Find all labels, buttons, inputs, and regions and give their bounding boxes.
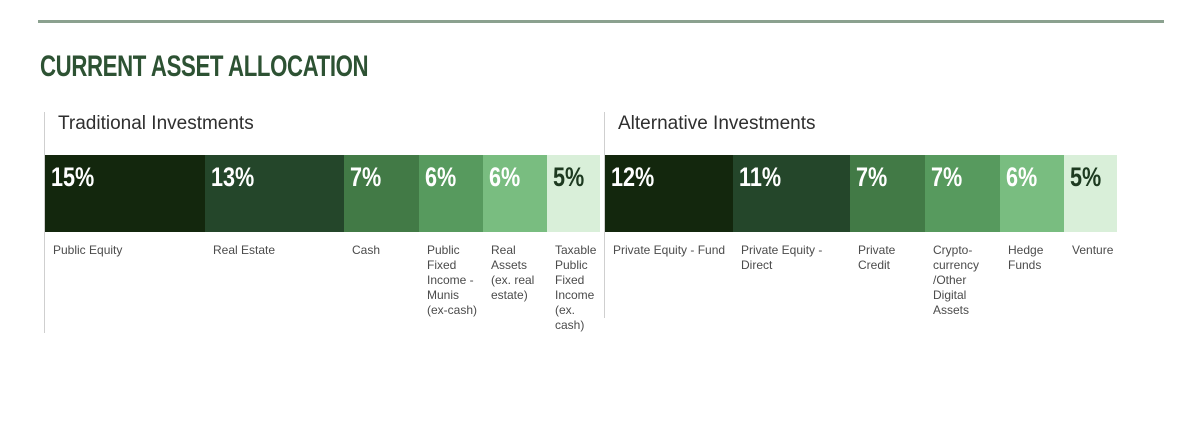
chart-section-alternative: Alternative Investments 12% 11% 7% 7% 6% 5% P…: [604, 112, 1117, 318]
bar-row-traditional: 15% 13% 7% 6% 6% 5%: [45, 155, 600, 232]
segment-label: Cash: [352, 243, 381, 257]
labels-row-alternative: Private Equity - Fund Private Equity - Di…: [605, 243, 1117, 318]
segment-value: 12%: [611, 162, 655, 192]
bar-segment: 6%: [1000, 155, 1064, 232]
segment-value: 7%: [931, 162, 963, 192]
segment-value: 6%: [425, 162, 457, 192]
bar-segment: 13%: [205, 155, 344, 232]
segment-label: Crypto-currency /Other Digital Assets: [933, 243, 980, 317]
segment-label: Venture: [1072, 243, 1114, 257]
section-title-alternative: Alternative Investments: [618, 113, 816, 134]
segment-value: 11%: [739, 162, 782, 192]
section-title-traditional: Traditional Investments: [58, 113, 254, 134]
bar-segment: 5%: [1064, 155, 1117, 232]
segment-value: 15%: [51, 162, 95, 192]
bar-row-alternative: 12% 11% 7% 7% 6% 5%: [605, 155, 1117, 232]
segment-label: Real Estate: [213, 243, 276, 257]
page-title: CURRENT ASSET ALLOCATION: [40, 50, 369, 83]
segment-label: Taxable Public Fixed Income (ex. cash): [555, 243, 597, 332]
segment-value: 7%: [856, 162, 888, 192]
segment-value: 6%: [1006, 162, 1038, 192]
segment-value: 5%: [1070, 162, 1102, 192]
segment-label: Public Equity: [53, 243, 123, 257]
segment-label: Private Equity - Direct: [741, 243, 823, 272]
chart-section-traditional: Traditional Investments 15% 13% 7% 6% 6% 5% P…: [44, 112, 600, 333]
segment-value: 7%: [350, 162, 382, 192]
bar-segment: 7%: [344, 155, 419, 232]
segment-value: 6%: [489, 162, 521, 192]
bar-segment: 12%: [605, 155, 733, 232]
bar-segment: 5%: [547, 155, 600, 232]
segment-value: 5%: [553, 162, 585, 192]
segment-label: Private Equity - Fund: [613, 243, 726, 257]
segment-label: Hedge Funds: [1008, 243, 1044, 272]
bar-segment: 15%: [45, 155, 205, 232]
segment-label: Public Fixed Income - Munis (ex-cash): [427, 243, 478, 317]
segment-value: 13%: [211, 162, 255, 192]
bar-segment: 11%: [733, 155, 850, 232]
bar-segment: 6%: [419, 155, 483, 232]
bar-segment: 6%: [483, 155, 547, 232]
labels-row-traditional: Public Equity Real Estate Cash Public Fixed…: [45, 243, 600, 333]
top-divider: [38, 20, 1164, 23]
bar-segment: 7%: [925, 155, 1000, 232]
segment-label: Private Credit: [858, 243, 896, 272]
bar-segment: 7%: [850, 155, 925, 232]
segment-label: Real Assets (ex. real estate): [491, 243, 535, 302]
